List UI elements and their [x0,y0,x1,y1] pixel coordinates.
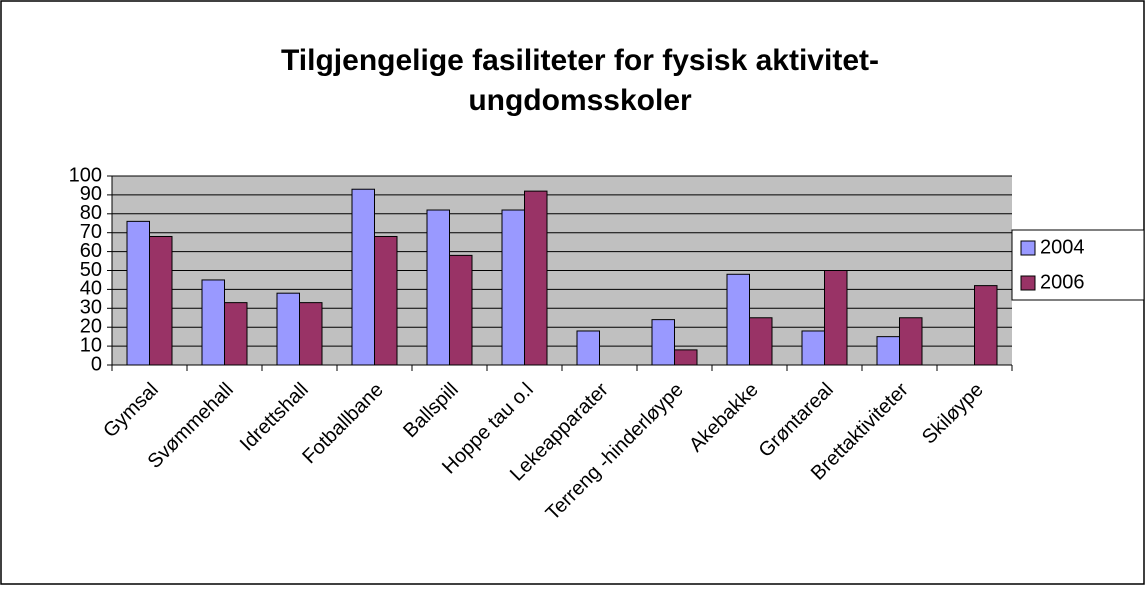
bar [276,292,300,366]
y-tick-label: 90 [80,183,102,205]
y-tick-label: 100 [69,164,102,186]
bar [224,302,248,366]
bar [501,209,525,366]
y-tick-label: 60 [80,240,102,262]
bar [876,336,900,366]
bar [201,279,225,366]
legend-label: 2006 [1040,271,1085,293]
bar [899,317,923,366]
y-tick-label: 20 [80,315,102,337]
chart-title: ungdomsskoler [468,84,692,117]
bar [974,285,998,366]
legend-label: 2004 [1040,236,1085,258]
bar [351,188,375,366]
y-tick-label: 0 [91,353,102,375]
y-tick-label: 50 [80,259,102,281]
bar [824,270,848,366]
y-tick-label: 40 [80,278,102,300]
bar [749,317,773,366]
bar [449,254,473,366]
bar [674,349,698,366]
chart-title: Tilgjengelige fasiliteter for fysisk akt… [281,44,879,77]
bar [524,190,548,366]
bar [374,235,398,366]
y-tick-label: 80 [80,202,102,224]
bar [149,235,173,366]
y-tick-label: 30 [80,297,102,319]
bar [576,330,600,366]
bar [726,273,750,366]
bar [126,220,150,366]
bar [299,302,323,366]
y-tick-label: 10 [80,334,102,356]
y-tick-label: 70 [80,221,102,243]
legend-swatch [1020,240,1036,256]
bar [801,330,825,366]
bar [426,209,450,366]
bar [651,319,675,366]
legend-swatch [1020,275,1036,291]
